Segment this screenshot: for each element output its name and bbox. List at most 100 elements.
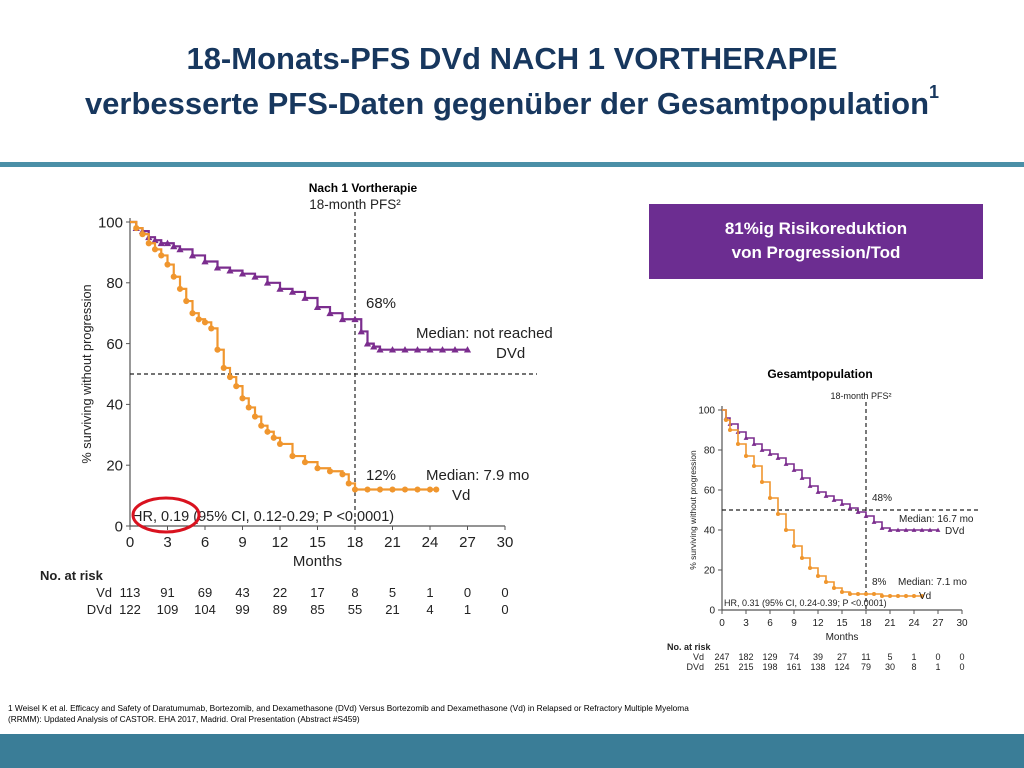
right-censor-mark-vd [783,527,789,533]
left-censor-mark-vd [183,297,190,305]
left-risk-cell: 91 [160,585,174,600]
left-censor-mark-dvd [351,315,359,323]
left-censor-mark-vd [158,252,165,259]
right-risk-row-label: DVd [686,662,704,672]
callout-line2: von Progression/Tod [731,243,901,262]
right-risk-cell: 30 [885,662,895,672]
right-risk-cell: 0 [959,652,964,662]
right-censor-mark-dvd [775,455,781,460]
left-censor-mark-dvd [213,264,222,271]
right-censor-mark-dvd [863,513,869,518]
left-risk-cell: 85 [310,602,324,617]
left-censor-mark-vd [201,319,209,326]
right-censor-mark-dvd [935,527,941,532]
right-censor-mark-vd [831,585,837,591]
right-risk-cell: 251 [714,662,729,672]
right-x-tick-label: 3 [743,618,749,629]
left-censor-mark-dvd [388,346,397,353]
left-censor-mark-dvd [151,236,159,244]
left-risk-cell: 5 [389,585,396,600]
footnote: 1 Weisel K et al. Efficacy and Safety of… [8,703,908,725]
left-censor-mark-vd [233,383,240,390]
left-x-axis-label: Months [293,553,342,570]
left-censor-mark-vd [414,486,421,493]
right-censor-mark-dvd [895,527,901,532]
right-risk-cell: 1 [935,662,940,672]
left-censor-mark-vd [433,486,440,493]
left-risk-cell: 43 [235,585,249,600]
right-censor-mark-dvd [783,461,789,466]
hr-highlight-circle [131,496,201,534]
left-censor-mark-vd [164,261,171,268]
right-risk-row-label: Vd [693,652,704,662]
left-censor-mark-vd [339,471,346,478]
right-censor-mark-dvd [751,441,757,446]
left-censor-mark-vd [426,486,434,493]
right-18-month-label: 18-month PFS² [830,391,891,401]
right-censor-mark-vd [807,565,813,571]
right-censor-mark-vd [727,427,733,433]
left-censor-mark-dvd [188,251,197,259]
left-censor-mark-dvd [370,343,378,350]
right-censor-mark-dvd [831,497,837,502]
right-y-axis-label: % surviving without progression [688,450,698,570]
right-censor-mark-vd [879,593,885,599]
left-censor-mark-dvd [288,288,297,295]
footnote-line1: 1 Weisel K et al. Efficacy and Safety of… [8,703,689,713]
right-censor-mark-vd [871,591,877,597]
left-censor-mark-vd [270,434,277,441]
left-censor-mark-dvd [376,346,384,353]
right-risk-cell: 27 [837,652,847,662]
left-censor-mark-dvd [170,242,178,250]
right-censor-mark-vd [855,591,861,597]
left-median-label-dvd: Median: not reached [416,325,553,342]
right-censor-mark-dvd [847,505,853,510]
right-risk-cell: 124 [834,662,849,672]
right-y-tick-label: 80 [704,446,716,457]
right-censor-mark-dvd [799,475,805,480]
left-y-tick-label: 0 [115,518,123,535]
risk-reduction-callout: 81%ig Risikoreduktion von Progression/To… [649,204,983,279]
right-panel-title: Gesamtpopulation [767,367,873,381]
left-x-tick-label: 0 [126,534,134,551]
title-divider [0,162,1024,167]
right-censor-mark-dvd [887,527,893,532]
right-censor-mark-vd [863,591,869,597]
right-x-tick-label: 0 [719,618,725,629]
right-censor-mark-dvd [879,525,885,530]
left-x-tick-label: 15 [309,534,326,551]
left-censor-mark-vd [220,364,227,371]
left-censor-mark-vd [345,480,352,487]
left-x-tick-label: 24 [422,534,439,551]
left-series-line-vd [130,220,437,491]
left-censor-mark-vd [314,465,321,472]
right-risk-cell: 1 [911,652,916,662]
left-censor-mark-vd [133,225,140,232]
right-x-tick-label: 27 [932,618,944,629]
left-censor-mark-dvd [313,303,322,310]
left-censor-mark-dvd [363,340,372,347]
left-risk-cell: 104 [194,602,216,617]
left-risk-cell: 1 [426,585,433,600]
right-censor-mark-dvd [839,501,845,506]
left-x-tick-label: 3 [163,534,171,551]
right-risk-cell: 198 [762,662,777,672]
left-y-tick-label: 60 [106,336,123,353]
left-censor-mark-dvd [201,257,209,265]
left-risk-cell: 17 [310,585,324,600]
right-censor-mark-vd [735,441,741,447]
right-risk-cell: 11 [861,652,870,662]
left-pct-label-vd: 12% [366,467,396,484]
right-censor-mark-dvd [791,467,797,472]
left-censor-mark-dvd [438,346,447,353]
left-censor-mark-vd [239,395,246,402]
left-x-tick-label: 21 [384,534,401,551]
right-censor-mark-vd [911,593,917,599]
left-censor-mark-dvd [426,346,434,353]
right-censor-mark-vd [847,591,853,597]
left-median-label-vd: Median: 7.9 mo [426,467,529,484]
right-series-name-dvd: DVd [945,526,964,537]
left-risk-cell: 122 [119,602,141,617]
right-x-tick-label: 18 [860,618,872,629]
left-panel-title: Nach 1 Vortherapie [308,181,418,195]
